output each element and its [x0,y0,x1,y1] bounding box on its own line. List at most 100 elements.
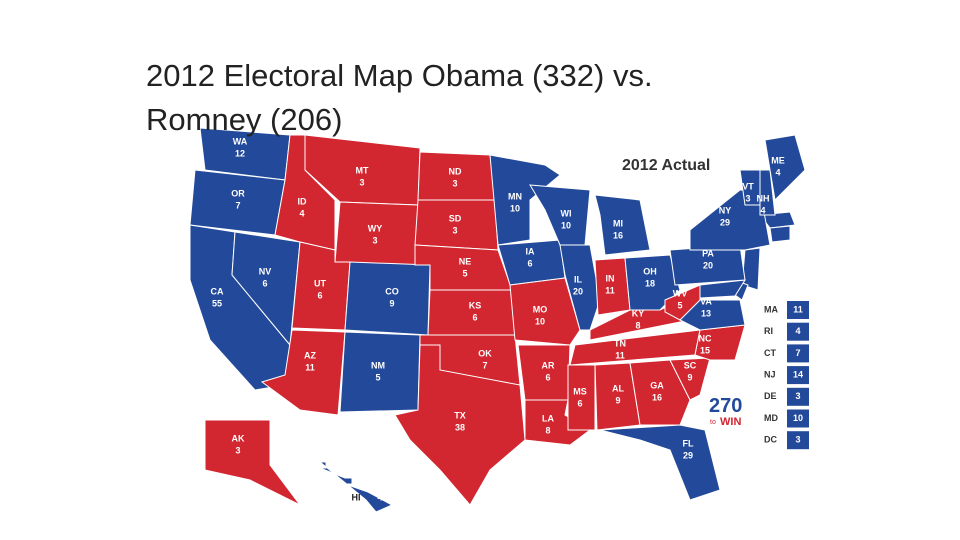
state-abbr: KY [632,308,645,318]
state-shape [594,194,651,256]
small-state-votes: 4 [795,326,800,336]
state-votes: 11 [615,350,625,360]
state-abbr: NC [699,333,712,343]
state-votes: 10 [561,220,571,230]
state-abbr: IA [526,246,536,256]
state-shape [769,225,791,243]
state-votes: 6 [545,372,550,382]
state-shape [394,344,526,506]
state-abbr: NY [719,205,732,215]
state-shape [567,364,596,431]
state-abbr: IL [574,274,583,284]
state-abbr: MO [533,304,548,314]
state-abbr: HI [352,492,361,502]
small-state-votes: 11 [793,304,803,314]
state-shape [629,359,691,426]
state-votes: 7 [482,360,487,370]
state-abbr: TX [454,410,466,420]
state-votes: 9 [615,395,620,405]
state-shape [599,424,721,501]
small-state-abbr: MD [764,413,778,423]
state-abbr: SC [684,360,697,370]
state-votes: 8 [635,320,640,330]
state-shape [204,419,301,506]
state-votes: 38 [455,422,465,432]
state-abbr: NH [757,193,770,203]
state-votes: 5 [375,372,380,382]
state-votes: 11 [605,285,615,295]
state-abbr: TN [614,338,626,348]
state-abbr: VA [700,296,712,306]
state-abbr: WV [673,288,688,298]
logo-number: 270 [709,395,742,417]
title: 2012 Electoral Map Obama (332) vs. [146,58,653,93]
state-votes: 10 [510,203,520,213]
state-shape [759,211,796,229]
small-state-abbr: CT [764,348,776,358]
state-votes: 3 [452,178,457,188]
state-abbr: WY [368,223,383,233]
state-votes: 11 [305,362,315,372]
title: Romney (206) [146,102,342,137]
state-votes: 6 [262,278,267,288]
state-abbr: CA [211,286,224,296]
small-state-abbr: RI [764,326,773,336]
state-shape [764,134,806,202]
state-votes: 10 [535,316,545,326]
state-abbr: SD [449,213,462,223]
state-abbr: NV [259,266,272,276]
small-state-box [787,301,809,319]
state-shape [694,324,746,361]
state-abbr: ND [449,166,462,176]
state-votes: 6 [472,312,477,322]
state-shape [334,201,419,266]
state-abbr: ID [298,196,308,206]
logo-small: to [710,419,716,426]
state-abbr: MT [356,165,369,175]
state-votes: 3 [745,193,750,203]
state-abbr: MS [573,386,587,396]
state-abbr: WI [561,208,572,218]
state-abbr: AK [232,433,245,443]
state-votes: 3 [372,235,377,245]
state-votes: 5 [677,300,682,310]
state-votes: 29 [720,217,730,227]
state-abbr: NE [459,256,472,266]
state-votes: 7 [235,200,240,210]
state-votes: 8 [545,425,550,435]
state-shape [344,261,431,336]
small-state-votes: 3 [795,435,800,445]
state-votes: 15 [700,345,710,355]
small-state-box [787,387,809,406]
small-state-abbr: NJ [764,369,776,379]
state-abbr: CO [385,286,399,296]
state-votes: 3 [235,445,240,455]
state-abbr: UT [314,278,326,288]
small-state-votes: 14 [793,369,803,379]
state-votes: 6 [527,258,532,268]
state-abbr: IN [606,273,615,283]
state-abbr: OH [643,266,657,276]
small-state-votes: 7 [795,348,800,358]
state-abbr: GA [650,380,664,390]
state-votes: 6 [577,398,582,408]
state-votes: 55 [212,298,222,308]
small-state-box [787,409,809,428]
small-state-box [787,344,809,363]
state-abbr: VT [742,181,754,191]
state-shape [318,461,394,513]
state-abbr: PA [702,248,714,258]
state-shape [517,344,571,401]
state-votes: 16 [613,230,623,240]
state-votes: 4 [299,208,304,218]
state-abbr: LA [542,413,554,423]
state-abbr: OK [478,348,492,358]
state-abbr: AR [542,360,555,370]
small-state-votes: 3 [795,391,800,401]
small-state-box [787,366,809,385]
state-votes: 29 [683,450,693,460]
small-state-abbr: DC [764,435,777,445]
state-votes: 6 [317,290,322,300]
